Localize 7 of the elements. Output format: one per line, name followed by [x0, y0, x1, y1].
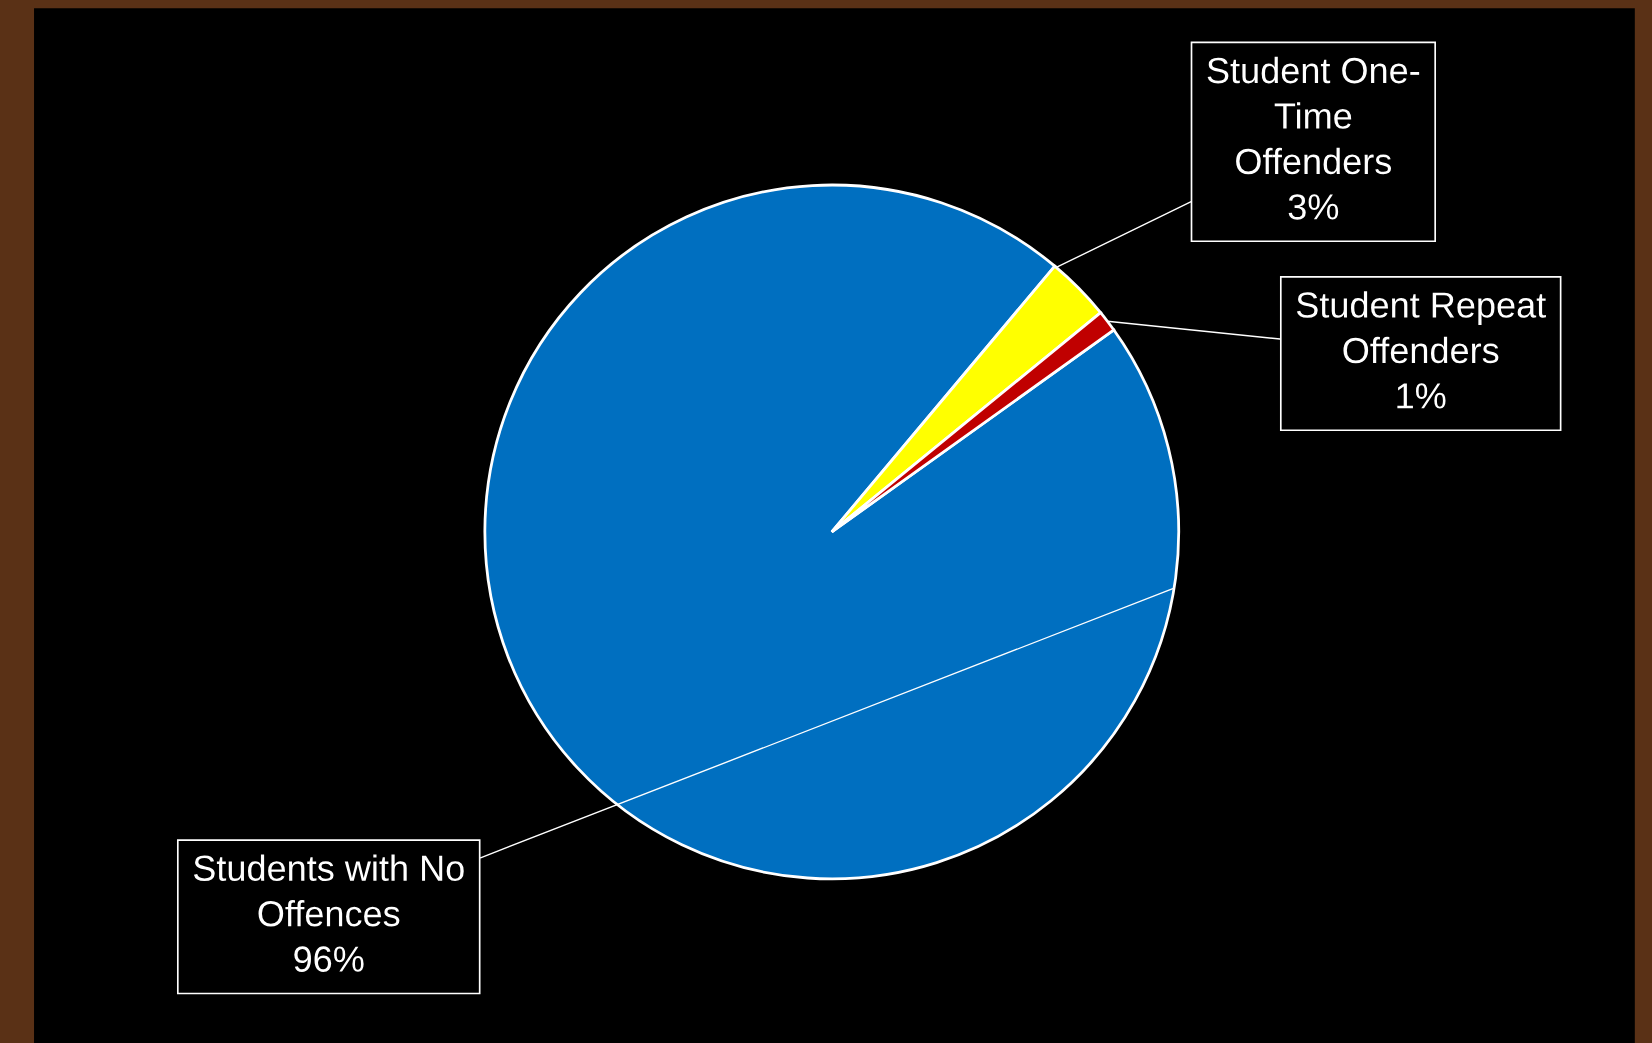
data-label: 1%	[1397, 383, 1446, 409]
slice-label: Students with No Offences	[193, 854, 464, 927]
data-label: 3%	[1288, 194, 1339, 220]
slice-label: Student Repeat Offenders	[1296, 291, 1546, 364]
pie-slice	[483, 183, 1181, 881]
data-label: 96%	[294, 946, 364, 972]
slice-label: Student One-Time Offenders	[1207, 56, 1420, 175]
